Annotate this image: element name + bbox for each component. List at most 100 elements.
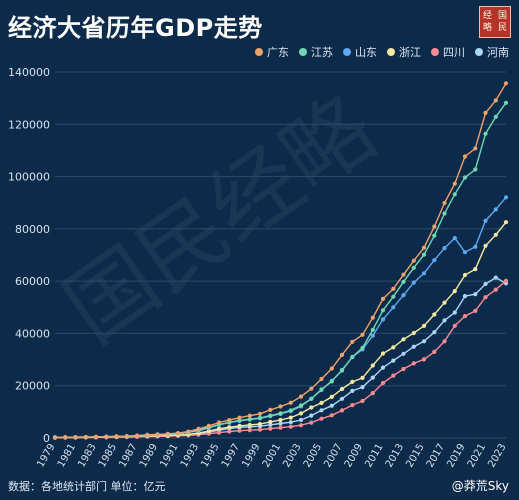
data-point <box>278 417 283 423</box>
y-tick-label: 60000 <box>15 275 50 288</box>
data-point <box>421 339 427 344</box>
data-point <box>411 330 416 336</box>
data-point <box>309 420 314 425</box>
author-signature: @莽荒Sky <box>451 479 509 493</box>
seal-char: 经 <box>482 11 492 21</box>
x-tick-label: 1987 <box>117 442 139 470</box>
data-point <box>421 252 427 257</box>
data-point <box>339 396 345 401</box>
data-point <box>391 286 396 291</box>
x-tick-label: 1985 <box>97 442 119 470</box>
data-point <box>227 418 232 423</box>
data-point <box>309 405 314 410</box>
legend-marker <box>387 48 395 56</box>
data-point <box>462 314 468 319</box>
data-point <box>350 339 355 344</box>
x-tick-label: 2001 <box>261 442 283 470</box>
data-point <box>206 428 211 434</box>
data-point <box>278 404 283 409</box>
x-tick-label: 2023 <box>486 442 508 470</box>
data-point <box>360 332 365 337</box>
data-point <box>473 267 478 272</box>
data-point <box>329 403 334 408</box>
data-point <box>452 310 457 315</box>
data-point <box>155 432 160 437</box>
x-tick-label: 1995 <box>199 442 221 470</box>
x-tick-label: 2017 <box>425 442 447 470</box>
data-point <box>83 435 88 440</box>
x-tick-label: 1991 <box>158 442 180 470</box>
legend-marker <box>475 48 483 56</box>
data-point <box>483 218 488 223</box>
data-point <box>473 167 478 172</box>
data-point <box>268 422 273 427</box>
x-tick-label: 2015 <box>404 442 426 470</box>
data-point <box>452 192 457 197</box>
data-point <box>462 175 468 180</box>
data-point <box>370 391 375 396</box>
data-point <box>237 415 242 420</box>
data-point <box>432 330 437 335</box>
data-point <box>483 295 488 300</box>
data-point <box>473 146 478 151</box>
x-tick-label: 2011 <box>363 442 385 470</box>
seal-char: 民 <box>497 23 507 33</box>
data-point <box>104 434 109 439</box>
data-point <box>442 318 447 323</box>
data-point <box>483 243 488 248</box>
data-point <box>503 278 509 283</box>
data-point <box>432 258 437 263</box>
y-tick-label: 40000 <box>15 327 50 340</box>
data-point <box>288 420 293 425</box>
data-point <box>227 429 232 434</box>
data-point <box>401 366 406 372</box>
data-point <box>309 386 314 391</box>
x-tick-label: 2007 <box>322 442 344 470</box>
series-line-广东 <box>54 82 507 439</box>
data-point <box>411 344 416 349</box>
data-point <box>309 396 314 401</box>
data-point <box>329 413 334 418</box>
data-point <box>288 400 293 405</box>
data-source-note: 数据：各地统计部门 单位：亿元 <box>8 480 166 493</box>
data-point <box>319 387 324 392</box>
y-tick-label: 80000 <box>15 223 50 236</box>
legend-label: 山东 <box>355 46 377 59</box>
data-point <box>452 181 457 186</box>
data-point <box>360 398 365 404</box>
x-tick-label: 1983 <box>76 442 98 470</box>
x-tick-label: 1981 <box>56 442 78 470</box>
data-point <box>391 305 396 310</box>
data-point <box>329 394 334 399</box>
data-point <box>452 323 457 328</box>
data-point <box>196 426 201 431</box>
data-point <box>319 400 324 405</box>
data-point <box>247 417 252 422</box>
data-point <box>503 100 509 105</box>
data-point <box>421 357 427 362</box>
data-point <box>370 333 375 338</box>
data-point <box>339 352 345 357</box>
data-point <box>360 345 365 350</box>
y-tick-label: 100000 <box>8 171 50 184</box>
data-point <box>360 375 365 380</box>
data-point <box>462 250 468 255</box>
data-point <box>503 81 509 86</box>
data-point <box>319 376 324 382</box>
data-point <box>288 415 293 420</box>
data-point <box>350 354 355 360</box>
data-point <box>411 258 416 263</box>
data-point <box>268 426 273 431</box>
data-point <box>493 98 498 103</box>
data-point <box>380 308 386 313</box>
y-tick-label: 120000 <box>8 118 50 131</box>
legend-marker <box>343 48 351 56</box>
seal-char: 略 <box>482 23 492 33</box>
data-point <box>401 272 406 277</box>
data-point <box>298 417 304 423</box>
series-line-江苏 <box>55 102 507 438</box>
data-point <box>432 349 437 354</box>
data-point <box>401 293 406 298</box>
data-point <box>401 279 406 284</box>
